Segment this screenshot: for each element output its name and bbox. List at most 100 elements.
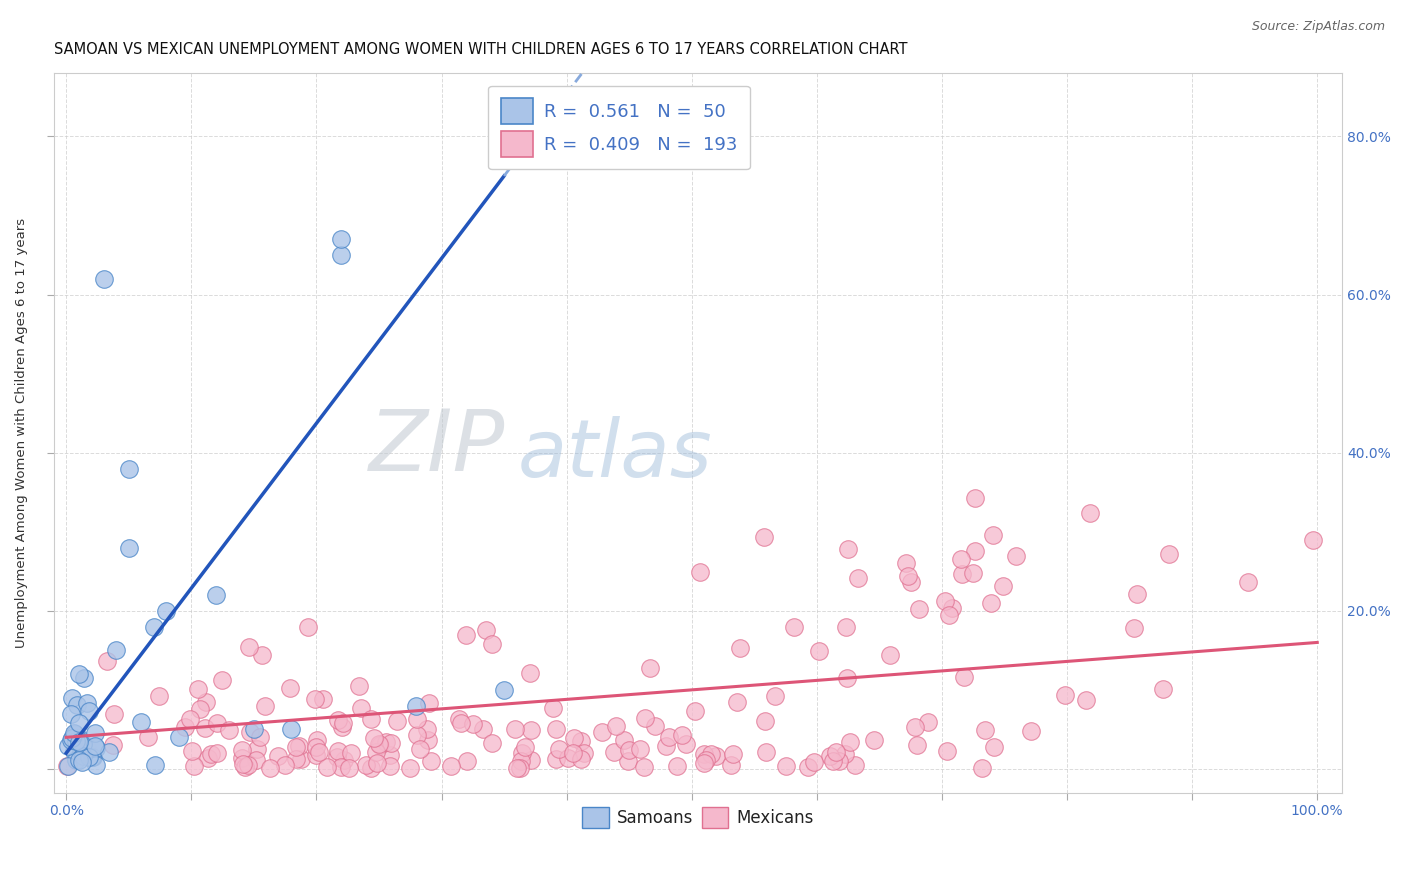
Point xyxy=(963,543,986,558)
Point xyxy=(143,758,166,772)
Point xyxy=(326,744,349,758)
Point xyxy=(675,737,697,751)
Point xyxy=(380,747,402,762)
Point xyxy=(405,698,427,713)
Point xyxy=(823,754,845,768)
Point xyxy=(934,593,956,607)
Point xyxy=(308,745,330,759)
Point xyxy=(419,754,441,768)
Point xyxy=(67,716,90,731)
Point xyxy=(509,761,531,775)
Point xyxy=(825,745,848,759)
Point xyxy=(194,721,217,735)
Point xyxy=(259,761,281,775)
Point xyxy=(65,753,87,767)
Point xyxy=(67,753,90,767)
Point xyxy=(991,579,1014,593)
Point xyxy=(332,716,354,731)
Point xyxy=(142,619,165,633)
Point xyxy=(76,696,98,710)
Point xyxy=(454,628,477,642)
Point xyxy=(689,565,711,579)
Point xyxy=(644,719,666,733)
Point xyxy=(59,732,82,747)
Point xyxy=(418,696,440,710)
Point xyxy=(658,731,681,745)
Point xyxy=(66,698,89,713)
Text: Source: ZipAtlas.com: Source: ZipAtlas.com xyxy=(1251,20,1385,33)
Point xyxy=(70,745,93,759)
Point xyxy=(562,731,585,745)
Point xyxy=(561,746,583,760)
Point xyxy=(953,670,976,684)
Point xyxy=(440,759,463,773)
Point xyxy=(205,716,228,731)
Point xyxy=(721,747,744,762)
Point xyxy=(233,760,256,774)
Point xyxy=(326,749,349,764)
Point xyxy=(330,760,353,774)
Point xyxy=(475,623,498,637)
Point xyxy=(839,734,862,748)
Point xyxy=(101,739,124,753)
Point xyxy=(354,758,377,772)
Point xyxy=(917,714,939,729)
Point xyxy=(197,751,219,765)
Point xyxy=(67,731,90,745)
Point xyxy=(447,712,470,726)
Legend: Samoans, Mexicans: Samoans, Mexicans xyxy=(575,800,821,835)
Point xyxy=(297,619,319,633)
Point xyxy=(367,737,389,751)
Point xyxy=(56,759,79,773)
Point xyxy=(187,681,209,696)
Point xyxy=(60,731,83,745)
Point xyxy=(232,757,254,772)
Point xyxy=(148,689,170,703)
Point xyxy=(278,681,301,696)
Point xyxy=(118,461,141,475)
Point xyxy=(879,648,901,663)
Point xyxy=(1126,587,1149,601)
Point xyxy=(569,734,592,748)
Point xyxy=(463,716,485,731)
Point xyxy=(385,714,408,729)
Point xyxy=(76,740,98,755)
Point xyxy=(965,491,987,505)
Point xyxy=(544,752,567,766)
Point xyxy=(380,736,402,750)
Point xyxy=(290,752,312,766)
Point xyxy=(337,761,360,775)
Point xyxy=(236,758,259,772)
Point xyxy=(837,671,859,685)
Point xyxy=(105,643,128,657)
Point xyxy=(406,712,429,726)
Point xyxy=(835,620,858,634)
Point xyxy=(73,671,96,685)
Point xyxy=(84,739,107,754)
Point xyxy=(231,751,253,765)
Point xyxy=(1302,533,1324,548)
Point xyxy=(205,588,228,602)
Text: SAMOAN VS MEXICAN UNEMPLOYMENT AMONG WOMEN WITH CHILDREN AGES 6 TO 17 YEARS CORR: SAMOAN VS MEXICAN UNEMPLOYMENT AMONG WOM… xyxy=(53,42,907,57)
Point xyxy=(456,754,478,768)
Text: atlas: atlas xyxy=(517,416,713,493)
Point xyxy=(363,731,385,745)
Point xyxy=(360,761,382,775)
Point xyxy=(569,752,592,766)
Point xyxy=(983,740,1005,755)
Point xyxy=(897,569,920,583)
Point xyxy=(93,272,115,286)
Point xyxy=(304,692,326,706)
Point xyxy=(418,733,440,747)
Point xyxy=(844,758,866,772)
Point xyxy=(77,750,100,764)
Point xyxy=(62,744,84,758)
Point xyxy=(700,747,723,761)
Point xyxy=(704,748,727,763)
Point xyxy=(1005,549,1028,563)
Point xyxy=(183,758,205,772)
Point xyxy=(84,741,107,756)
Point xyxy=(118,541,141,555)
Point xyxy=(962,566,984,581)
Point xyxy=(340,746,363,760)
